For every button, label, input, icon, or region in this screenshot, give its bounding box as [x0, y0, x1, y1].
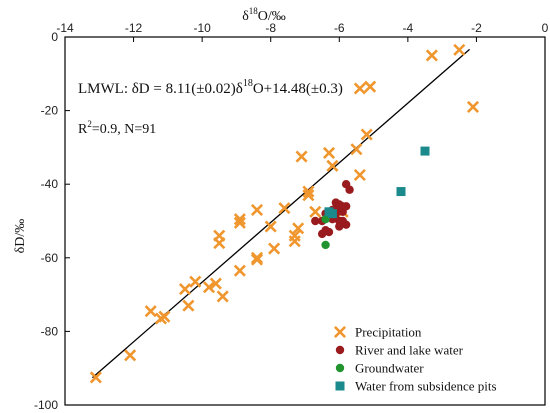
x-tick-label: -6: [334, 21, 345, 35]
series-water-from-subsidence-pits: [324, 146, 430, 219]
river-and-lake-water-point: [317, 229, 327, 239]
precipitation-point: [144, 305, 157, 318]
precipitation-point: [278, 202, 291, 215]
axes: -14 -12 -10 -8 -6 -4 -2 00-20-40-60-80-100: [34, 21, 549, 412]
water-from-subsidence-pits-point: [327, 209, 337, 219]
legend: Precipitation River and lake water Groundw…: [333, 325, 497, 394]
precipitation-point: [182, 299, 195, 312]
groundwater-point: [321, 214, 330, 224]
series-groundwater: [321, 214, 330, 250]
precipitation-point: [158, 310, 171, 323]
precipitation-point: [216, 290, 229, 303]
x-tick-label: -12: [125, 21, 143, 35]
water-from-subsidence-pits-point: [420, 146, 430, 156]
precipitation-point: [353, 82, 366, 95]
x-tick-label: -8: [265, 21, 276, 35]
precipitation-point: [189, 275, 202, 288]
y-tick-label: -40: [41, 177, 59, 191]
x-tick-label: -4: [403, 21, 414, 35]
series-precipitation: [89, 43, 480, 384]
stats-annotation: R2=0.9, N=91: [78, 119, 156, 137]
legend-marker-water-from-subsidence-pits: [335, 381, 345, 391]
precipitation-point: [326, 159, 339, 172]
precipitation-point: [295, 150, 308, 163]
precipitation-point: [302, 185, 315, 198]
y-axis-title: δD/‰: [13, 219, 28, 254]
precipitation-point: [264, 220, 277, 233]
y-tick-label: -60: [41, 251, 59, 265]
precipitation-point: [268, 242, 281, 255]
legend-label-precipitation: Precipitation: [355, 325, 422, 340]
precipitation-point: [209, 277, 222, 290]
legend-marker-precipitation: [333, 325, 347, 339]
precipitation-point: [309, 205, 322, 218]
precipitation-point: [360, 128, 373, 141]
river-and-lake-water-point: [341, 202, 351, 211]
precipitation-point: [466, 100, 480, 113]
precipitation-point: [213, 229, 226, 242]
y-tick-label: -100: [34, 398, 58, 412]
river-and-lake-water-point: [345, 185, 354, 194]
legend-marker-groundwater: [335, 363, 345, 373]
y-tick-label: -80: [41, 324, 59, 338]
precipitation-point: [202, 281, 216, 294]
x-tick-label: -10: [193, 21, 211, 35]
y-tick-label: -20: [41, 104, 59, 118]
equation-annotation: LMWL: δD = 8.11(±0.02)δ18O+14.48(±0.3): [78, 78, 343, 97]
plot-frame: [64, 36, 546, 406]
river-and-lake-water-point: [335, 222, 344, 231]
precipitation-point: [250, 203, 264, 216]
river-and-lake-water-point: [311, 216, 320, 226]
groundwater-point: [321, 240, 330, 250]
x-axis-title: δ18O/‰: [242, 6, 286, 24]
precipitation-point: [350, 143, 363, 156]
precipitation-point: [453, 43, 466, 56]
y-tick-label: 0: [51, 30, 58, 44]
points-layer: [89, 43, 480, 384]
river-and-lake-water-point: [341, 220, 351, 229]
x-tick-label: -2: [471, 21, 482, 35]
legend-marker-river-and-lake-water: [335, 345, 345, 355]
precipitation-point: [292, 222, 305, 235]
x-tick-label: 0: [542, 21, 549, 35]
precipitation-point: [233, 264, 246, 277]
x-tick-label: -14: [56, 21, 74, 35]
precipitation-point: [250, 253, 264, 266]
precipitation-point: [353, 168, 366, 182]
precipitation-point: [250, 251, 264, 264]
precipitation-point: [322, 146, 336, 159]
precipitation-point: [233, 216, 246, 229]
river-and-lake-water-point: [324, 227, 334, 237]
legend-label-river-and-lake-water: River and lake water: [355, 343, 464, 358]
precipitation-point: [178, 283, 192, 296]
legend-label-groundwater: Groundwater: [355, 361, 424, 376]
precipitation-point: [364, 80, 377, 93]
precipitation-point: [425, 49, 438, 62]
precipitation-point: [89, 371, 102, 384]
precipitation-point: [233, 213, 246, 226]
water-from-subsidence-pits-point: [396, 187, 406, 197]
precipitation-point: [124, 349, 137, 362]
precipitation-point: [288, 235, 301, 248]
legend-label-water-from-subsidence-pits: Water from subsidence pits: [355, 379, 497, 394]
precipitation-point: [302, 189, 315, 202]
